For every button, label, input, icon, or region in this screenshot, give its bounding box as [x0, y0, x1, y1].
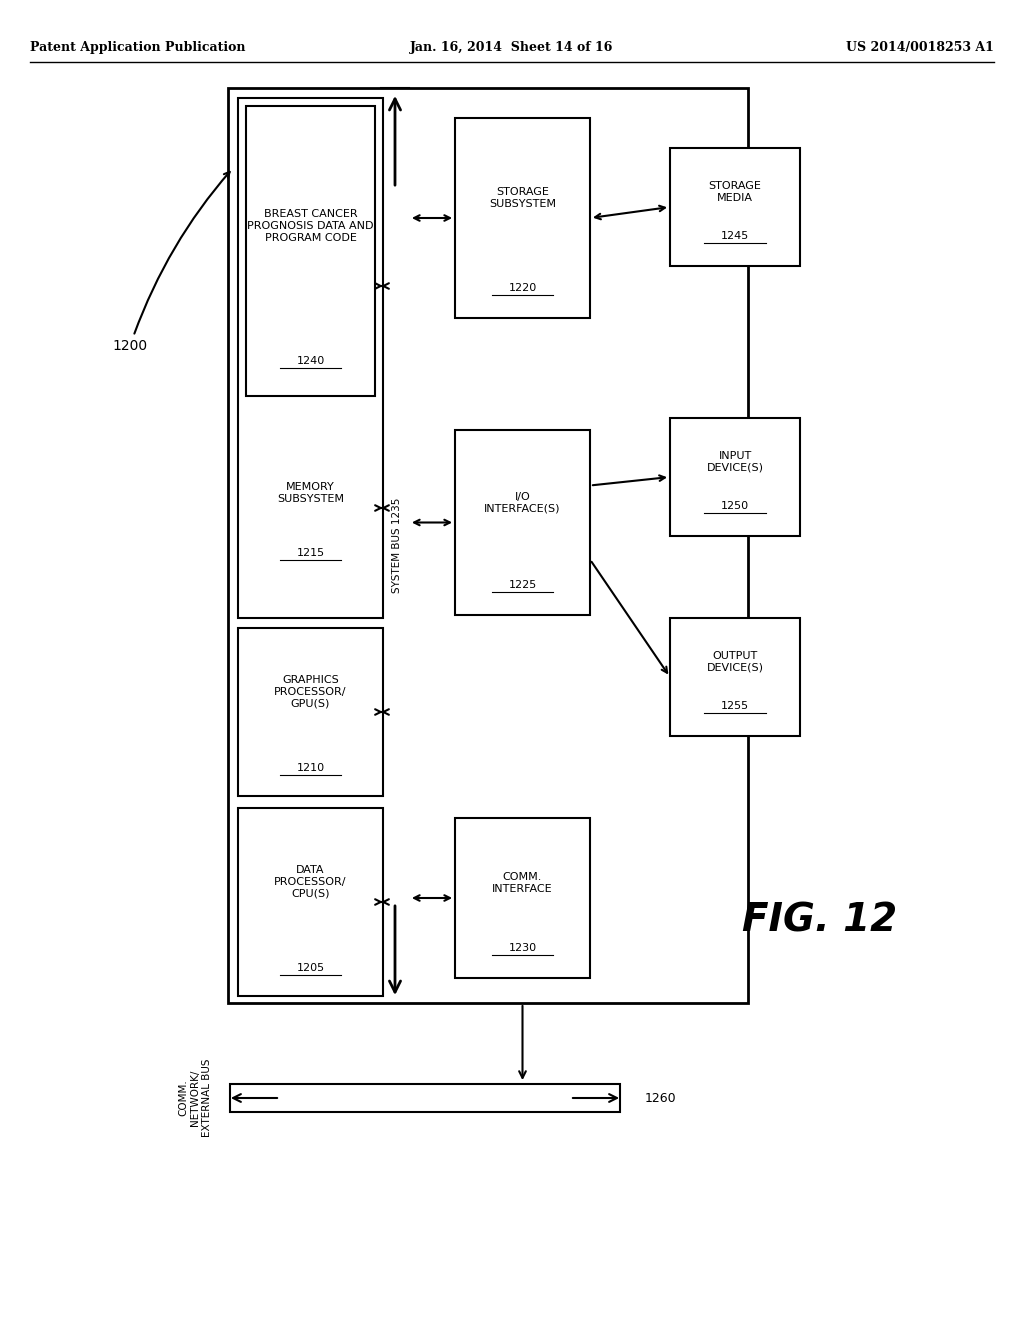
Bar: [238, 628, 383, 796]
Text: STORAGE
MEDIA: STORAGE MEDIA: [709, 181, 762, 203]
Bar: [455, 117, 590, 318]
Text: US 2014/0018253 A1: US 2014/0018253 A1: [846, 41, 994, 54]
Bar: [455, 430, 590, 615]
Text: 1220: 1220: [508, 282, 537, 293]
Text: FIG. 12: FIG. 12: [742, 902, 898, 939]
Text: 1230: 1230: [509, 942, 537, 953]
Text: COMM.
NETWORK/
EXTERNAL BUS: COMM. NETWORK/ EXTERNAL BUS: [178, 1059, 212, 1138]
Text: 1245: 1245: [721, 231, 750, 242]
Text: Patent Application Publication: Patent Application Publication: [30, 41, 246, 54]
Bar: [455, 818, 590, 978]
Text: MEMORY
SUBSYSTEM: MEMORY SUBSYSTEM: [278, 482, 344, 504]
Bar: [228, 88, 748, 1003]
Text: 1215: 1215: [296, 548, 325, 558]
Text: 1240: 1240: [296, 356, 325, 366]
Text: I/O
INTERFACE(S): I/O INTERFACE(S): [484, 492, 561, 513]
Text: BREAST CANCER
PROGNOSIS DATA AND
PROGRAM CODE: BREAST CANCER PROGNOSIS DATA AND PROGRAM…: [247, 210, 374, 243]
Bar: [238, 98, 383, 618]
Text: COMM.
INTERFACE: COMM. INTERFACE: [493, 873, 553, 894]
Text: 1250: 1250: [721, 502, 750, 511]
Text: 1255: 1255: [721, 701, 750, 711]
Text: GRAPHICS
PROCESSOR/
GPU(S): GRAPHICS PROCESSOR/ GPU(S): [274, 676, 347, 709]
Text: 1210: 1210: [296, 763, 325, 774]
Text: DATA
PROCESSOR/
CPU(S): DATA PROCESSOR/ CPU(S): [274, 866, 347, 899]
Bar: [246, 106, 375, 396]
Text: 1200: 1200: [113, 172, 229, 352]
Bar: [670, 148, 800, 267]
Text: Jan. 16, 2014  Sheet 14 of 16: Jan. 16, 2014 Sheet 14 of 16: [411, 41, 613, 54]
Text: OUTPUT
DEVICE(S): OUTPUT DEVICE(S): [707, 651, 764, 673]
Text: INPUT
DEVICE(S): INPUT DEVICE(S): [707, 451, 764, 473]
Text: SYSTEM BUS 1235: SYSTEM BUS 1235: [392, 498, 402, 593]
Bar: [381, 88, 409, 1003]
Bar: [230, 1084, 620, 1111]
Text: STORAGE
SUBSYSTEM: STORAGE SUBSYSTEM: [489, 187, 556, 209]
Bar: [238, 808, 383, 997]
Bar: [670, 618, 800, 737]
Text: 1260: 1260: [645, 1092, 677, 1105]
Text: 1225: 1225: [508, 579, 537, 590]
Text: 1205: 1205: [296, 964, 325, 973]
Bar: [670, 418, 800, 536]
